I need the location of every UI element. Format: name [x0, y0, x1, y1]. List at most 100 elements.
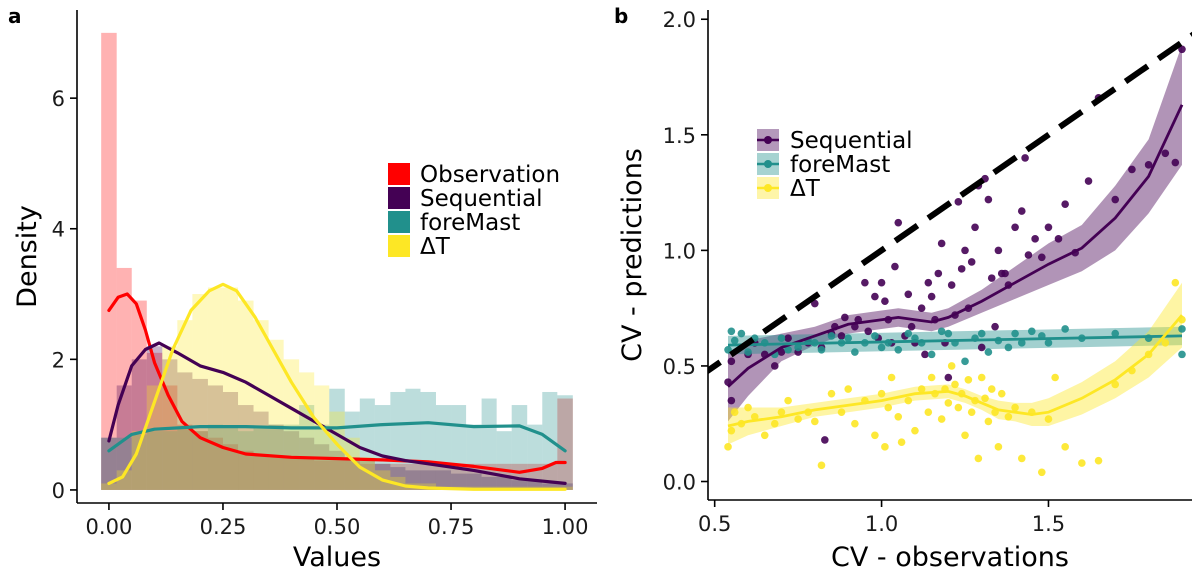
data-point [1044, 415, 1053, 423]
hist-bar [101, 32, 117, 490]
data-point [977, 343, 986, 352]
y-tick-label: 1.5 [663, 124, 696, 148]
x-tick-label: 0.00 [86, 515, 133, 539]
hist-bar [405, 388, 421, 490]
data-point [881, 443, 889, 451]
data-point [1078, 459, 1086, 467]
y-tick-label: 6 [52, 87, 65, 111]
hist-bar [101, 437, 117, 490]
data-point [784, 396, 792, 405]
data-point [1004, 412, 1013, 421]
hist-bar [192, 378, 208, 490]
data-point [841, 313, 849, 322]
data-point [971, 223, 979, 232]
data-point [977, 329, 986, 338]
data-point [727, 426, 736, 435]
data-point [974, 454, 983, 463]
hist-bar [359, 457, 375, 490]
data-point [1017, 339, 1026, 347]
hist-bar [359, 398, 375, 490]
data-point [967, 258, 976, 266]
data-point [1061, 443, 1069, 451]
data-point [851, 348, 859, 356]
y-tick-label: 0 [52, 479, 65, 503]
data-point [1061, 325, 1069, 333]
hist-bar [162, 385, 178, 490]
density-curve-foremast [107, 421, 567, 453]
hist-bar [192, 431, 208, 490]
data-point [917, 385, 926, 393]
hist-bar [116, 470, 132, 490]
data-point [1061, 200, 1069, 208]
data-point [961, 246, 969, 255]
data-point [727, 327, 736, 336]
hist-bar [481, 476, 497, 490]
hist-bar [131, 434, 147, 490]
hist-bar [253, 411, 269, 490]
data-point [1037, 253, 1046, 262]
data-point [961, 431, 969, 440]
x-tick-label: 1.0 [865, 512, 898, 536]
fit-line-sequential [727, 104, 1184, 388]
hist-bar [131, 431, 147, 490]
data-point [811, 417, 819, 426]
hist-bar [192, 294, 208, 490]
panel-a-label: a [8, 4, 22, 28]
panel-a-histogram: 0.00 0.25 0.50 0.75 1.00 0 2 4 6 Values Density Obs… [12, 10, 597, 573]
data-point [967, 408, 976, 416]
data-point [884, 403, 893, 412]
data-point [770, 362, 779, 370]
data-point [887, 373, 896, 382]
data-point [954, 403, 963, 412]
data-point [984, 417, 993, 426]
data-point [811, 299, 819, 308]
x-tick-label: 1.00 [542, 515, 589, 539]
data-point [1021, 154, 1029, 162]
data-point [1011, 403, 1019, 412]
fit-line-δt [727, 314, 1184, 428]
data-point [784, 345, 792, 354]
hist-bar [481, 398, 497, 490]
hist-bar [496, 476, 512, 490]
hist-bar [177, 424, 193, 490]
hist-bar [557, 398, 573, 490]
data-point [924, 278, 933, 287]
data-point [1161, 149, 1170, 158]
data-point [784, 334, 792, 343]
data-point [821, 436, 829, 444]
hist-bar [207, 437, 223, 490]
density-curve-δt [107, 282, 567, 491]
data-point [724, 345, 732, 354]
y-tick-label: 2.0 [663, 8, 696, 32]
y-axis-title: Density [12, 205, 43, 308]
x-axis-title: CV - observations [831, 542, 1069, 573]
hist-bar [496, 431, 512, 490]
data-point [911, 426, 919, 435]
data-point [994, 443, 1003, 451]
hist-bar [177, 320, 193, 490]
data-point [921, 350, 929, 359]
hist-bar [511, 480, 528, 490]
data-point [794, 343, 802, 352]
hist-bar [390, 391, 406, 490]
points-foremast [724, 325, 1186, 366]
data-point [897, 438, 906, 447]
hist-bar [131, 300, 147, 490]
data-point [827, 332, 836, 340]
hist-bar [557, 483, 573, 490]
hist-bar [314, 444, 330, 490]
data-point [877, 389, 886, 398]
y-axis-title: CV - predictions [617, 148, 648, 362]
hist-bar [420, 463, 436, 490]
data-point [984, 195, 993, 204]
x-tick-label: 0.75 [428, 515, 475, 539]
data-point [864, 327, 873, 336]
hist-bar [466, 424, 482, 490]
data-point [844, 385, 852, 393]
hist-bar [177, 372, 193, 490]
data-point [770, 419, 779, 428]
data-point [730, 408, 739, 416]
hist-bar [207, 287, 223, 490]
identity-reference-line [708, 31, 1192, 375]
